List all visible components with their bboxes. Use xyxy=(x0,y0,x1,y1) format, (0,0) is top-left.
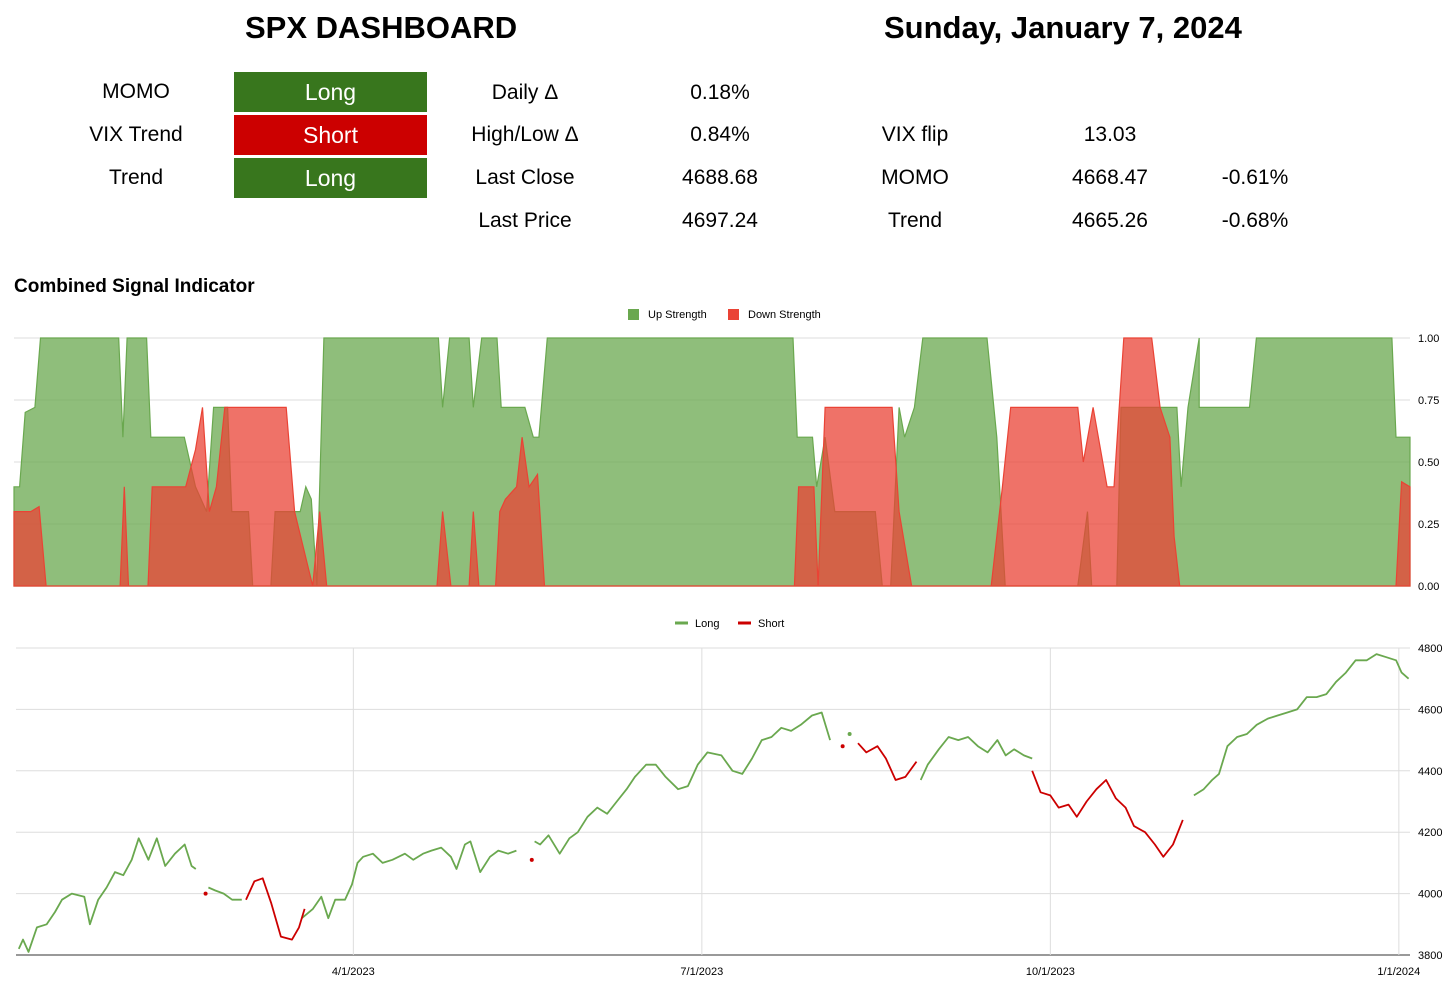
dashboard-date: Sunday, January 7, 2024 xyxy=(884,10,1242,45)
long-line-segment xyxy=(919,736,1033,781)
long-line-segment xyxy=(208,886,242,901)
level-label-vix-flip: VIX flip xyxy=(881,123,949,146)
price-xtick-label: 10/1/2023 xyxy=(1026,966,1075,978)
short-point xyxy=(203,891,208,896)
stat-label-last-price: Last Price xyxy=(478,209,572,232)
signal-badge-momo: Long xyxy=(234,72,427,112)
price-ytick-label: 4000 xyxy=(1418,889,1442,901)
legend-label-long: Long xyxy=(695,618,719,630)
signal-ytick-label: 1.00 xyxy=(1418,333,1439,345)
level-pct-momo: -0.61% xyxy=(1221,166,1289,189)
long-line-segment xyxy=(17,837,197,953)
stat-label-daily-delta: Daily Δ xyxy=(491,81,559,104)
stat-value-daily-delta: 0.18% xyxy=(690,81,750,104)
signal-badge-trend: Long xyxy=(234,158,427,198)
level-value-momo: 4668.47 xyxy=(1072,166,1148,189)
long-line-segment xyxy=(301,840,517,920)
price-ytick-label: 4400 xyxy=(1418,766,1442,778)
stat-label-last-close: Last Close xyxy=(475,166,575,189)
short-point xyxy=(529,857,534,862)
legend-label-short: Short xyxy=(758,618,784,630)
price-ytick-label: 4200 xyxy=(1418,827,1442,839)
legend-label-up: Up Strength xyxy=(648,309,707,321)
signal-ytick-label: 0.75 xyxy=(1418,395,1439,407)
short-line-segment xyxy=(857,742,918,781)
legend-label-down: Down Strength xyxy=(748,309,821,321)
level-value-trend: 4665.26 xyxy=(1072,209,1148,232)
stat-value-highlow-delta: 0.84% xyxy=(690,123,750,146)
signal-legend: Up Strength Down Strength xyxy=(628,309,821,321)
signal-label-trend: Trend xyxy=(108,166,164,189)
price-ytick-label: 4800 xyxy=(1418,643,1442,655)
stat-value-last-close: 4688.68 xyxy=(682,166,758,189)
signal-area-chart: Up Strength Down Strength 0.00 0.25 0.50 0.… xyxy=(13,309,1439,593)
short-line-segment xyxy=(245,877,306,941)
price-xtick-label: 1/1/2024 xyxy=(1377,966,1420,978)
dashboard-title: SPX DASHBOARD xyxy=(245,10,518,45)
price-ytick-label: 3800 xyxy=(1418,950,1442,962)
legend-swatch-down xyxy=(728,309,739,320)
level-value-vix-flip: 13.03 xyxy=(1083,123,1137,146)
short-line-segment xyxy=(1031,770,1184,858)
level-pct-trend: -0.68% xyxy=(1221,209,1289,232)
price-line-chart: Long Short 3800 4000 4200 4400 4600 4800 4/1/… xyxy=(16,618,1442,978)
legend-swatch-up xyxy=(628,309,639,320)
price-xtick-label: 4/1/2023 xyxy=(332,966,375,978)
down-strength-area xyxy=(13,337,1411,587)
price-ytick-label: 4600 xyxy=(1418,704,1442,716)
long-line-segment xyxy=(534,711,831,855)
signal-ytick-label: 0.25 xyxy=(1418,519,1439,531)
level-label-trend: Trend xyxy=(887,209,943,232)
short-point xyxy=(840,744,845,749)
signal-label-momo: MOMO xyxy=(102,80,170,103)
stat-label-highlow-delta: High/Low Δ xyxy=(471,123,579,146)
long-line-segment xyxy=(1193,653,1410,797)
stat-value-last-price: 4697.24 xyxy=(682,209,758,232)
signal-badge-vix-trend: Short xyxy=(234,115,427,155)
signal-ytick-label: 0.50 xyxy=(1418,457,1439,469)
price-xtick-label: 7/1/2023 xyxy=(680,966,723,978)
signal-ytick-label: 0.00 xyxy=(1418,581,1439,593)
price-legend: Long Short xyxy=(675,618,784,630)
signal-chart-title: Combined Signal Indicator xyxy=(14,276,255,297)
level-label-momo: MOMO xyxy=(881,166,949,189)
long-point xyxy=(847,731,852,736)
signal-label-vix-trend: VIX Trend xyxy=(89,123,183,146)
